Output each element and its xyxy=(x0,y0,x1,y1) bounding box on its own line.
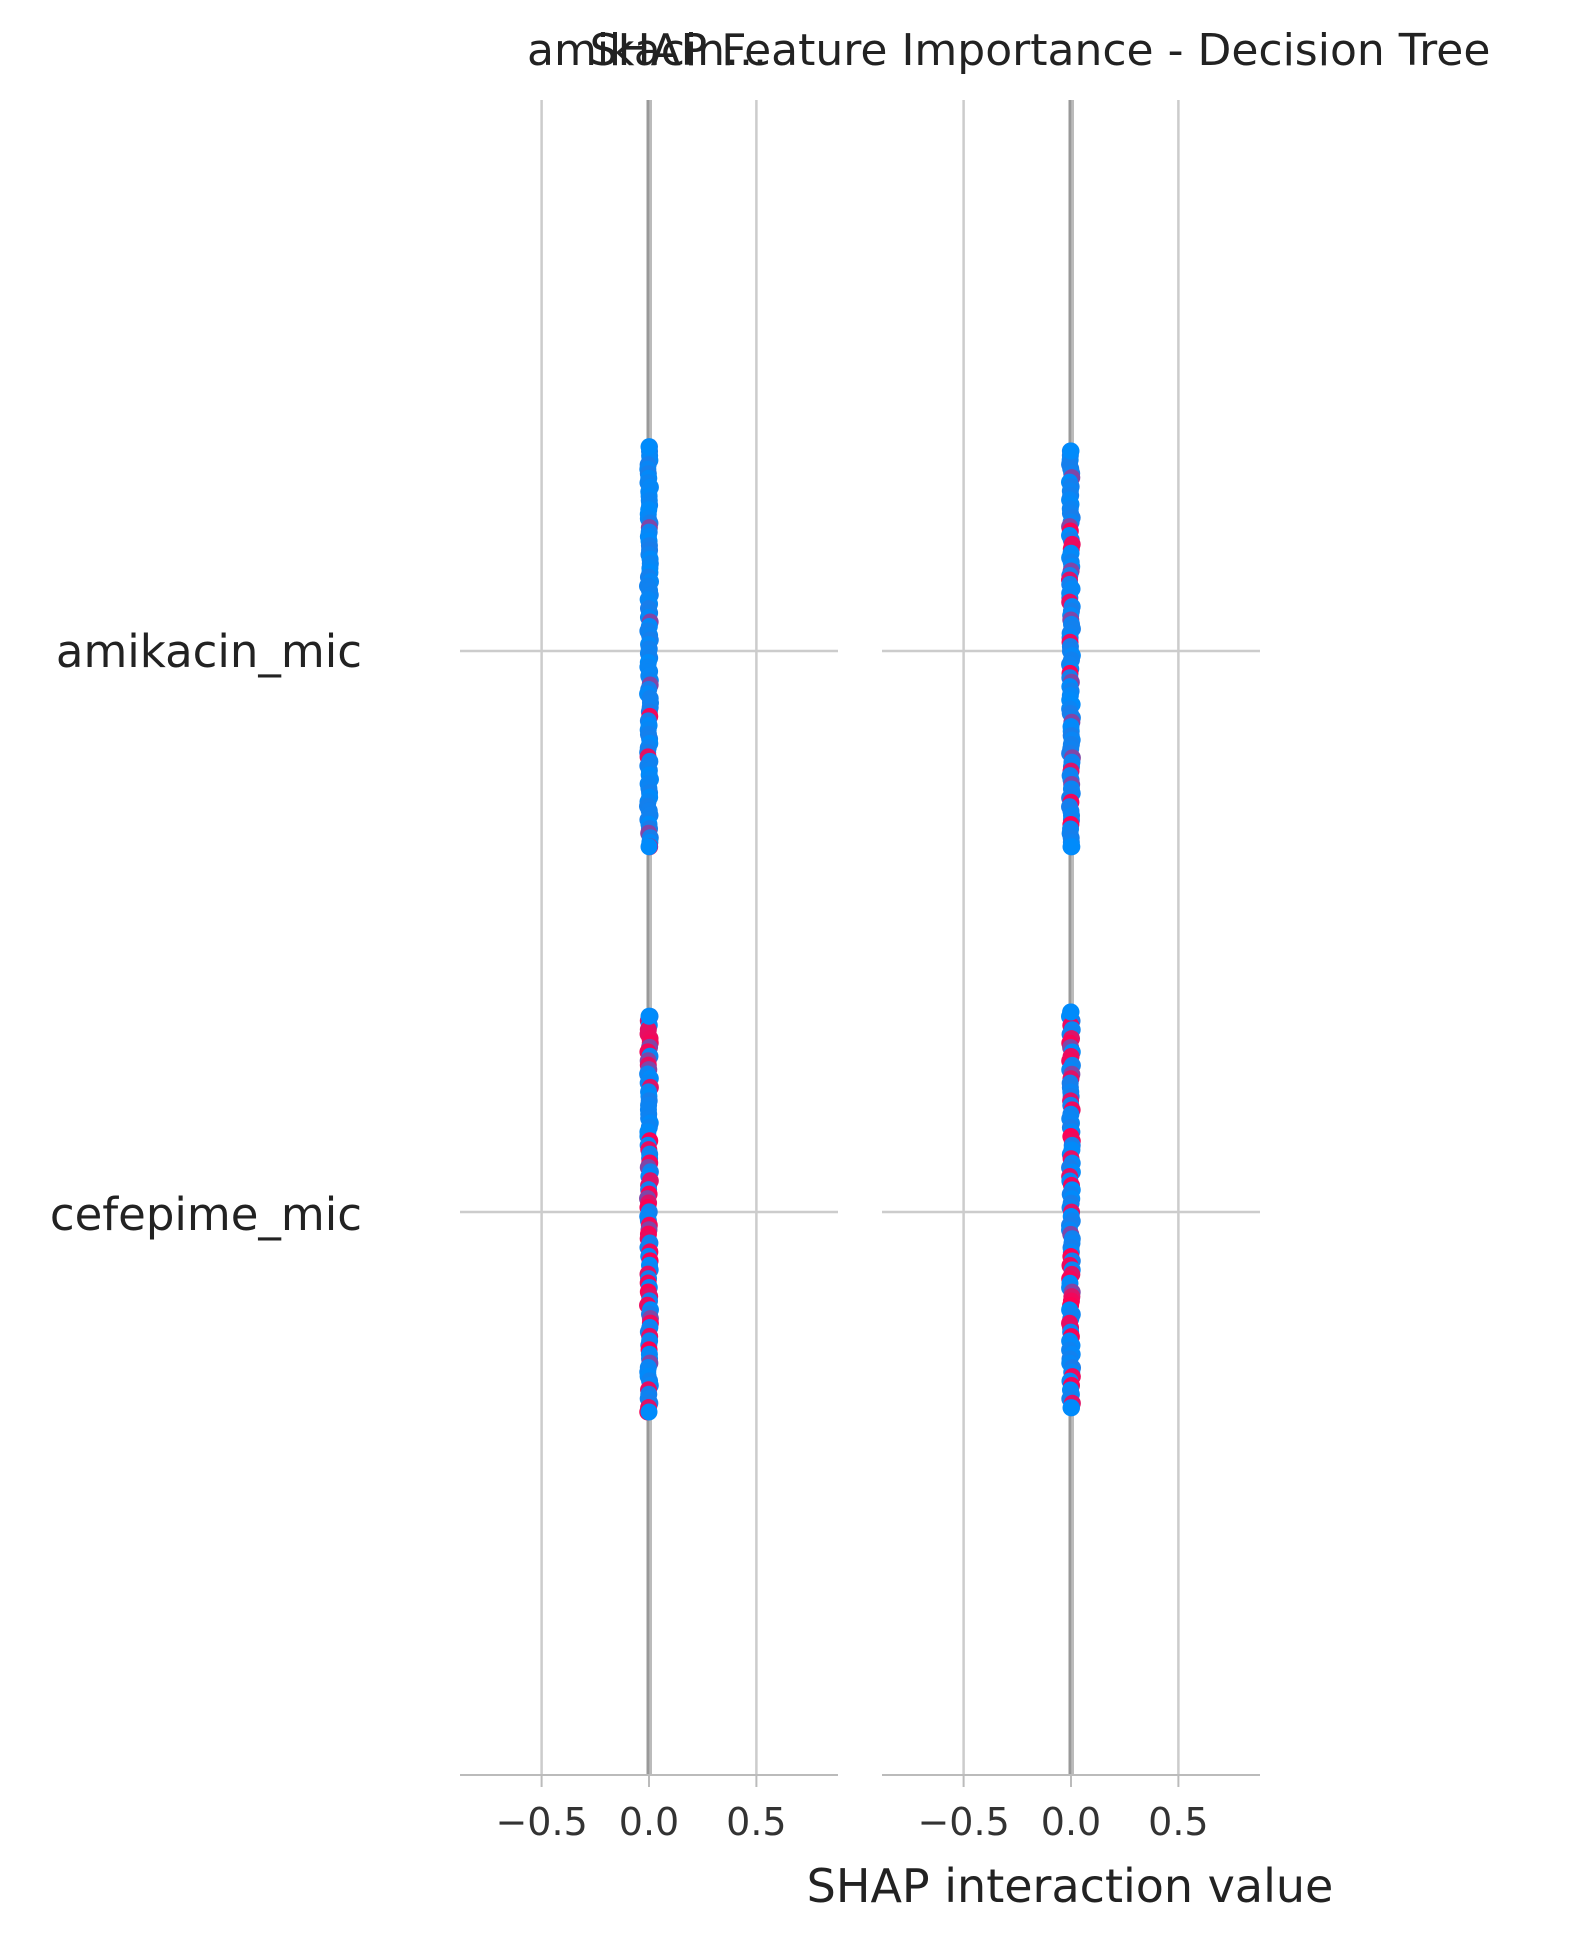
feature-label-amikacin: amikacin_mic xyxy=(56,625,362,678)
point-cap-bottom-1-1 xyxy=(1062,1399,1080,1417)
feature-label-cefepime: cefepime_mic xyxy=(50,1188,362,1241)
x-tick-label-0-2: 0.5 xyxy=(726,1800,786,1844)
point-cap-bottom-0-1 xyxy=(640,1403,658,1421)
axis-layer: −0.5 0.0 0.5 −0.5 0.0 0.5 xyxy=(460,1774,1260,1844)
x-tick-label-0-0: −0.5 xyxy=(495,1800,587,1844)
x-tick-label-0-1: 0.0 xyxy=(619,1800,679,1844)
grid-layer xyxy=(460,100,1260,1775)
point-cap-top-0-0 xyxy=(640,438,658,456)
point-cap-top-1-1 xyxy=(1062,1003,1080,1021)
x-tick-label-1-0: −0.5 xyxy=(917,1800,1009,1844)
point-cap-bottom-1-0 xyxy=(1062,838,1080,856)
points-layer xyxy=(639,438,1081,1421)
x-axis-label: SHAP interaction value xyxy=(807,1859,1334,1913)
text-layer: SHAP Feature Importance - Decision Tree … xyxy=(50,25,1491,1913)
chart-title: SHAP Feature Importance - Decision Tree xyxy=(590,25,1491,76)
point-cap-top-1-0 xyxy=(1062,442,1080,460)
x-tick-label-1-1: 0.0 xyxy=(1041,1800,1101,1844)
panel-subtitle-left: amikacin... xyxy=(527,25,767,76)
point-cap-top-0-1 xyxy=(640,1007,658,1025)
point-cap-bottom-0-0 xyxy=(640,838,658,856)
x-tick-label-1-2: 0.5 xyxy=(1148,1800,1208,1844)
